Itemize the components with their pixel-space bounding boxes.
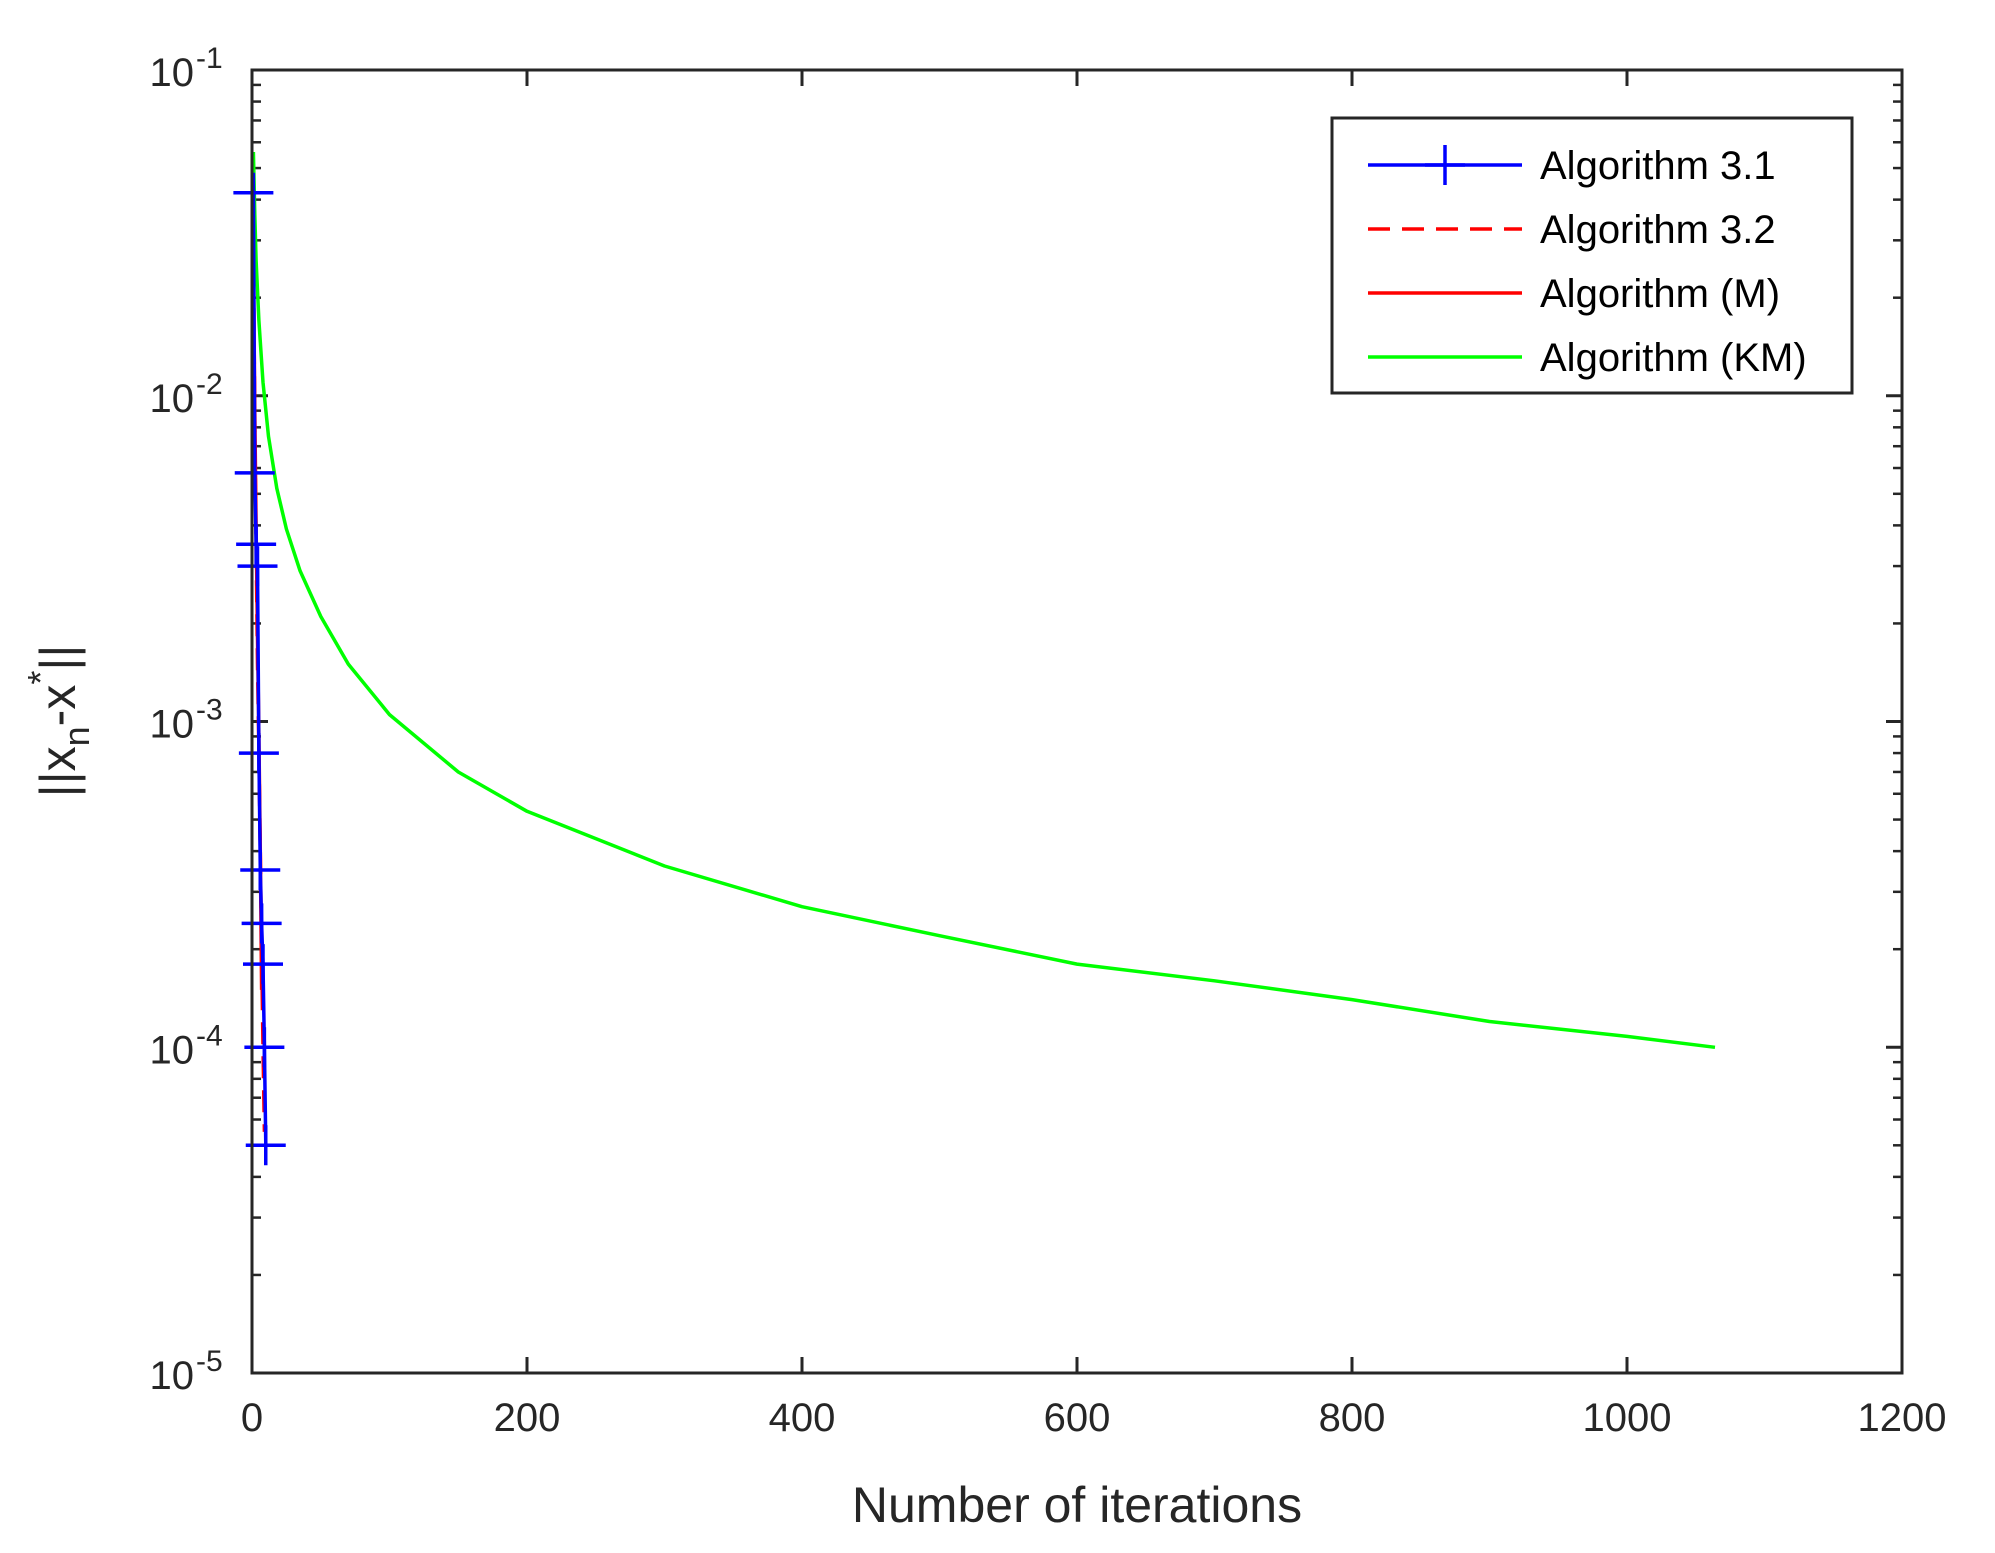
- series-marker: [234, 452, 275, 493]
- y-axis-label-rest: -x: [30, 685, 86, 727]
- series-marker: [237, 546, 278, 587]
- x-tick-label: 1000: [1583, 1396, 1672, 1440]
- legend-label: Algorithm 3.2: [1540, 208, 1776, 252]
- y-axis-label-sub: n: [56, 726, 97, 746]
- legend-marker: [1425, 145, 1465, 185]
- y-tick-label: 10-2: [150, 368, 223, 421]
- x-tick-label: 0: [241, 1396, 263, 1440]
- legend-label: Algorithm (M): [1540, 272, 1780, 316]
- series-marker: [243, 944, 283, 985]
- x-tick-label: 1200: [1858, 1396, 1947, 1440]
- plot-frame: [250, 68, 1904, 1375]
- x-tick-label: 400: [769, 1396, 836, 1440]
- y-axis-label-end: ||: [30, 645, 86, 671]
- x-tick-labels: 0 200 400 600 800 1000 1200: [241, 1396, 1947, 1440]
- y-tick-label: 10-3: [150, 694, 223, 747]
- y-tick-labels: 10-5 10-4 10-3 10-2 10-1: [150, 42, 223, 1398]
- x-tick-label: 600: [1044, 1396, 1111, 1440]
- series-marker: [238, 733, 279, 774]
- legend: Algorithm 3.1 Algorithm 3.2 Algorithm (M) A…: [1330, 116, 1854, 395]
- x-tick-label: 200: [494, 1396, 561, 1440]
- y-tick-label: 10-4: [150, 1019, 223, 1072]
- y-tick-label: 10-5: [150, 1345, 223, 1398]
- series-line-0: [251, 192, 268, 1146]
- legend-label: Algorithm 3.1: [1540, 144, 1776, 188]
- y-axis-label-main: ||x: [30, 746, 86, 797]
- x-tick-label: 800: [1319, 1396, 1386, 1440]
- y-axis-label: ||xn-x*||: [20, 645, 97, 798]
- series-marker: [241, 903, 282, 944]
- x-axis-label: Number of iterations: [852, 1477, 1302, 1533]
- series-marker: [240, 850, 281, 891]
- legend-label: Algorithm (KM): [1540, 336, 1807, 380]
- series-line-3: [251, 151, 1716, 1050]
- y-tick-label: 10-1: [150, 42, 223, 95]
- y-axis-label-sup: *: [20, 671, 61, 685]
